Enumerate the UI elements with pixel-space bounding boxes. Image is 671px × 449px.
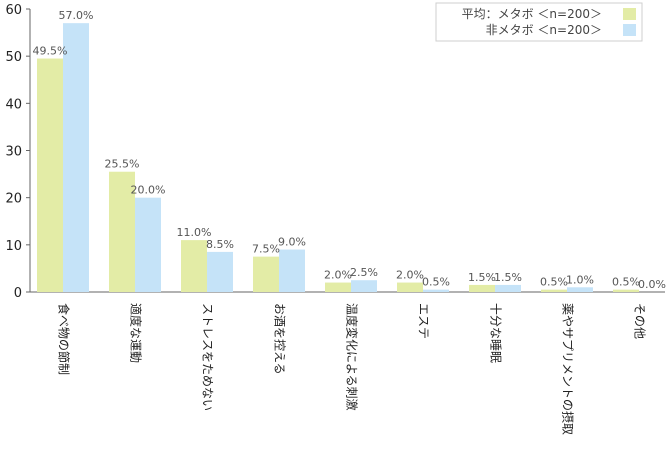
legend-label-non-metabo: 非メタボ ＜n=200＞ [486,23,602,37]
data-label-metabo: 0.5% [540,276,568,289]
bar-non-metabo [423,289,449,292]
data-label-metabo: 11.0% [177,226,212,239]
bar-non-metabo [279,249,305,292]
legend: 平均：メタボ ＜n=200＞ 非メタボ ＜n=200＞ [435,2,643,42]
data-label-metabo: 1.5% [468,271,496,284]
data-label-non-metabo: 9.0% [278,236,306,249]
category-label: その他 [633,303,647,339]
data-label-metabo: 49.5% [33,45,68,58]
data-label-non-metabo: 1.5% [494,271,522,284]
data-labels-group: 49.5% 57.0% 25.5% 20.0% 11.0%8.5% 7.5%9.0% 2.0… [33,9,666,291]
y-tick-label: 30 [5,145,22,160]
data-label-non-metabo: 0.5% [422,276,450,289]
bar-non-metabo [207,251,233,292]
y-tick-label: 0 [14,286,22,301]
data-label-metabo: 0.5% [612,276,640,289]
bar-metabo [541,289,567,292]
bar-metabo [613,289,639,292]
bar-non-metabo [495,284,521,292]
bar-metabo [325,282,351,292]
category-label: ストレスをためない [201,303,215,411]
bar-metabo [109,171,135,292]
data-label-non-metabo: 1.0% [566,273,594,286]
legend-box [435,2,643,42]
data-label-metabo: 7.5% [252,243,280,256]
y-tick-label: 50 [5,50,22,65]
y-tick-label: 40 [5,97,22,112]
category-label: 十分な睡眠 [489,303,503,363]
data-label-non-metabo: 20.0% [131,184,166,197]
y-tick-label: 10 [5,239,22,254]
data-label-non-metabo: 2.5% [350,266,378,279]
y-axis: 0 10 20 30 40 50 60 [5,3,665,301]
category-label: 適度な運動 [129,303,144,363]
bars-group [37,23,639,293]
legend-swatch-non-metabo [623,24,636,36]
bar-metabo [397,282,423,292]
data-label-non-metabo: 0.0% [638,278,666,291]
bar-metabo [469,284,495,292]
category-label: エステ [417,303,431,339]
data-label-metabo: 25.5% [105,158,140,171]
data-label-metabo: 2.0% [396,269,424,282]
bar-metabo [181,240,207,292]
bar-non-metabo [135,197,161,292]
y-tick-label: 60 [5,3,22,18]
bar-metabo [253,256,279,292]
data-label-metabo: 2.0% [324,269,352,282]
category-label: 温度変化による刺激 [345,303,360,411]
bar-non-metabo [567,287,593,292]
data-label-non-metabo: 57.0% [59,9,94,22]
legend-swatch-metabo [623,8,636,20]
bar-non-metabo [63,23,89,293]
category-labels-group: 食べ物の節制 適度な運動 ストレスをためない お酒を控える 温度変化による刺激 エステ 十分… [57,303,647,435]
bar-metabo [37,58,63,293]
category-label: お酒を控える [273,303,287,375]
category-label: 薬やサプリメントの摂取 [561,303,576,435]
data-label-non-metabo: 8.5% [206,238,234,251]
bar-non-metabo [351,280,377,292]
category-label: 食べ物の節制 [57,303,72,375]
y-tick-label: 20 [5,192,22,207]
legend-label-metabo: 平均：メタボ ＜n=200＞ [462,7,602,21]
